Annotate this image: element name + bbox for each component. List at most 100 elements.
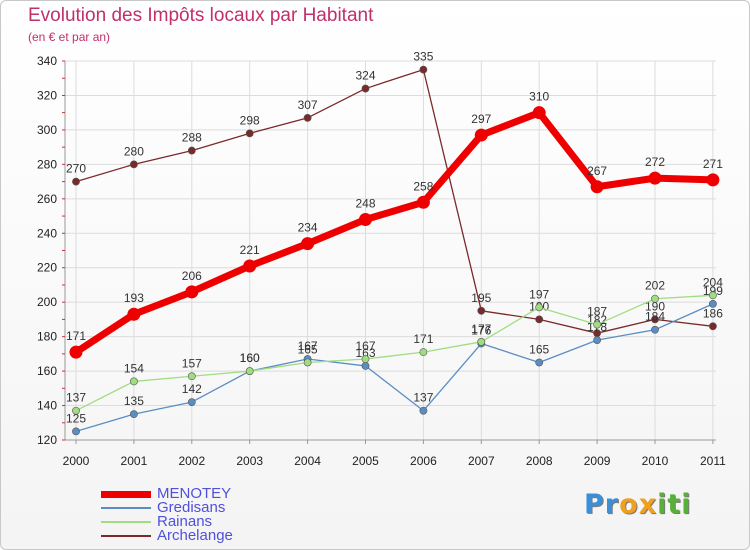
data-label-rainans: 171 xyxy=(413,332,433,346)
legend-swatch xyxy=(101,490,151,498)
data-point-archelange xyxy=(651,315,659,324)
x-tick-label: 2002 xyxy=(178,454,205,468)
data-point-menotey xyxy=(243,259,257,273)
legend-swatch xyxy=(101,507,151,509)
data-point-menotey xyxy=(359,212,372,226)
legend-item-gredisans: Gredisans xyxy=(101,499,321,516)
data-point-gredisans xyxy=(709,300,717,308)
series-line-gredisans xyxy=(75,303,714,433)
logo-letter: P xyxy=(584,489,605,520)
data-label-rainans: 137 xyxy=(66,391,86,405)
data-label-archelange: 270 xyxy=(66,162,86,176)
logo-letter: t xyxy=(667,489,682,520)
data-label-rainans: 177 xyxy=(471,322,491,336)
x-tick-label: 2008 xyxy=(526,454,553,468)
data-label-rainans: 202 xyxy=(645,279,665,293)
data-point-gredisans xyxy=(361,362,370,370)
data-point-archelange xyxy=(477,306,486,315)
data-point-rainans xyxy=(535,303,544,312)
data-point-menotey xyxy=(706,173,720,187)
data-label-rainans: 187 xyxy=(587,305,607,319)
data-label-gredisans: 199 xyxy=(703,284,723,298)
data-label-menotey: 258 xyxy=(413,179,433,193)
data-label-gredisans: 160 xyxy=(240,351,260,365)
logo-letter: x xyxy=(638,489,658,520)
y-tick-label: 220 xyxy=(37,261,57,275)
x-tick-label: 2004 xyxy=(294,454,321,468)
data-label-gredisans: 184 xyxy=(645,310,665,324)
data-point-rainans xyxy=(187,372,196,381)
data-point-archelange xyxy=(419,65,428,74)
chart-subtitle: (en € et par an) xyxy=(28,30,111,44)
data-label-gredisans: 135 xyxy=(124,394,144,408)
data-point-archelange xyxy=(72,177,80,186)
data-label-archelange: 195 xyxy=(471,291,491,305)
data-point-menotey xyxy=(69,345,83,359)
y-tick-label: 280 xyxy=(37,157,57,171)
data-label-menotey: 193 xyxy=(124,291,144,305)
data-label-rainans: 204 xyxy=(703,275,723,289)
data-point-rainans xyxy=(72,406,80,415)
data-point-rainans xyxy=(129,377,138,386)
x-tick-label: 2009 xyxy=(584,454,611,468)
data-point-gredisans xyxy=(651,325,659,334)
proxiti-logo: Proxiti xyxy=(584,489,692,520)
data-point-rainans xyxy=(477,337,486,346)
data-label-rainans: 165 xyxy=(298,342,318,356)
data-label-rainans: 160 xyxy=(240,351,260,365)
data-point-archelange xyxy=(361,84,370,93)
data-point-archelange xyxy=(535,315,544,324)
data-point-menotey xyxy=(474,128,488,142)
y-tick-label: 180 xyxy=(37,330,57,344)
data-point-rainans xyxy=(419,348,428,357)
data-label-menotey: 267 xyxy=(587,164,607,178)
data-point-rainans xyxy=(651,294,659,303)
data-point-archelange xyxy=(245,129,254,138)
data-label-rainans: 157 xyxy=(182,356,202,370)
legend-item-archelange: Archelange xyxy=(101,527,321,544)
data-point-menotey xyxy=(185,285,199,299)
data-label-archelange: 307 xyxy=(298,98,318,112)
data-point-menotey xyxy=(416,195,430,209)
data-label-menotey: 297 xyxy=(471,112,491,126)
x-tick-label: 2001 xyxy=(121,454,148,468)
series-line-menotey xyxy=(72,109,717,356)
x-tick-label: 2011 xyxy=(700,454,726,468)
y-tick-label: 340 xyxy=(37,54,57,68)
data-point-menotey xyxy=(532,106,546,120)
legend-label: Gredisans xyxy=(157,499,226,516)
data-label-menotey: 206 xyxy=(182,269,202,283)
x-tick-label: 2005 xyxy=(352,454,379,468)
legend-item-rainans: Rainans xyxy=(101,513,321,530)
data-point-gredisans xyxy=(593,336,601,344)
series-line-archelange xyxy=(75,68,714,334)
chart-title: Evolution des Impôts locaux par Habitant xyxy=(28,5,374,26)
data-point-archelange xyxy=(709,322,717,331)
data-point-gredisans xyxy=(72,427,80,436)
data-point-rainans xyxy=(361,355,370,363)
data-point-menotey xyxy=(648,171,662,185)
data-point-archelange xyxy=(129,160,138,169)
logo-letter: r xyxy=(604,489,620,520)
data-label-gredisans: 176 xyxy=(471,324,491,338)
data-label-menotey: 171 xyxy=(66,329,86,343)
data-label-menotey: 310 xyxy=(529,90,549,104)
data-point-rainans xyxy=(303,358,312,367)
x-tick-label: 2007 xyxy=(468,454,495,468)
data-point-rainans xyxy=(593,320,601,329)
logo-letter: o xyxy=(619,489,639,520)
y-tick-label: 200 xyxy=(37,295,57,309)
x-tick-label: 2000 xyxy=(63,454,90,468)
data-label-menotey: 234 xyxy=(298,221,318,235)
data-point-archelange xyxy=(303,113,312,122)
y-tick-label: 300 xyxy=(37,123,57,137)
data-label-archelange: 298 xyxy=(240,113,260,127)
data-label-menotey: 272 xyxy=(645,155,665,169)
legend-item-menotey: MENOTEY xyxy=(101,485,321,502)
legend-swatch xyxy=(101,521,151,523)
data-point-menotey xyxy=(301,237,315,251)
data-label-rainans: 197 xyxy=(529,287,549,301)
y-tick-label: 120 xyxy=(37,433,57,447)
y-tick-label: 240 xyxy=(37,226,57,240)
